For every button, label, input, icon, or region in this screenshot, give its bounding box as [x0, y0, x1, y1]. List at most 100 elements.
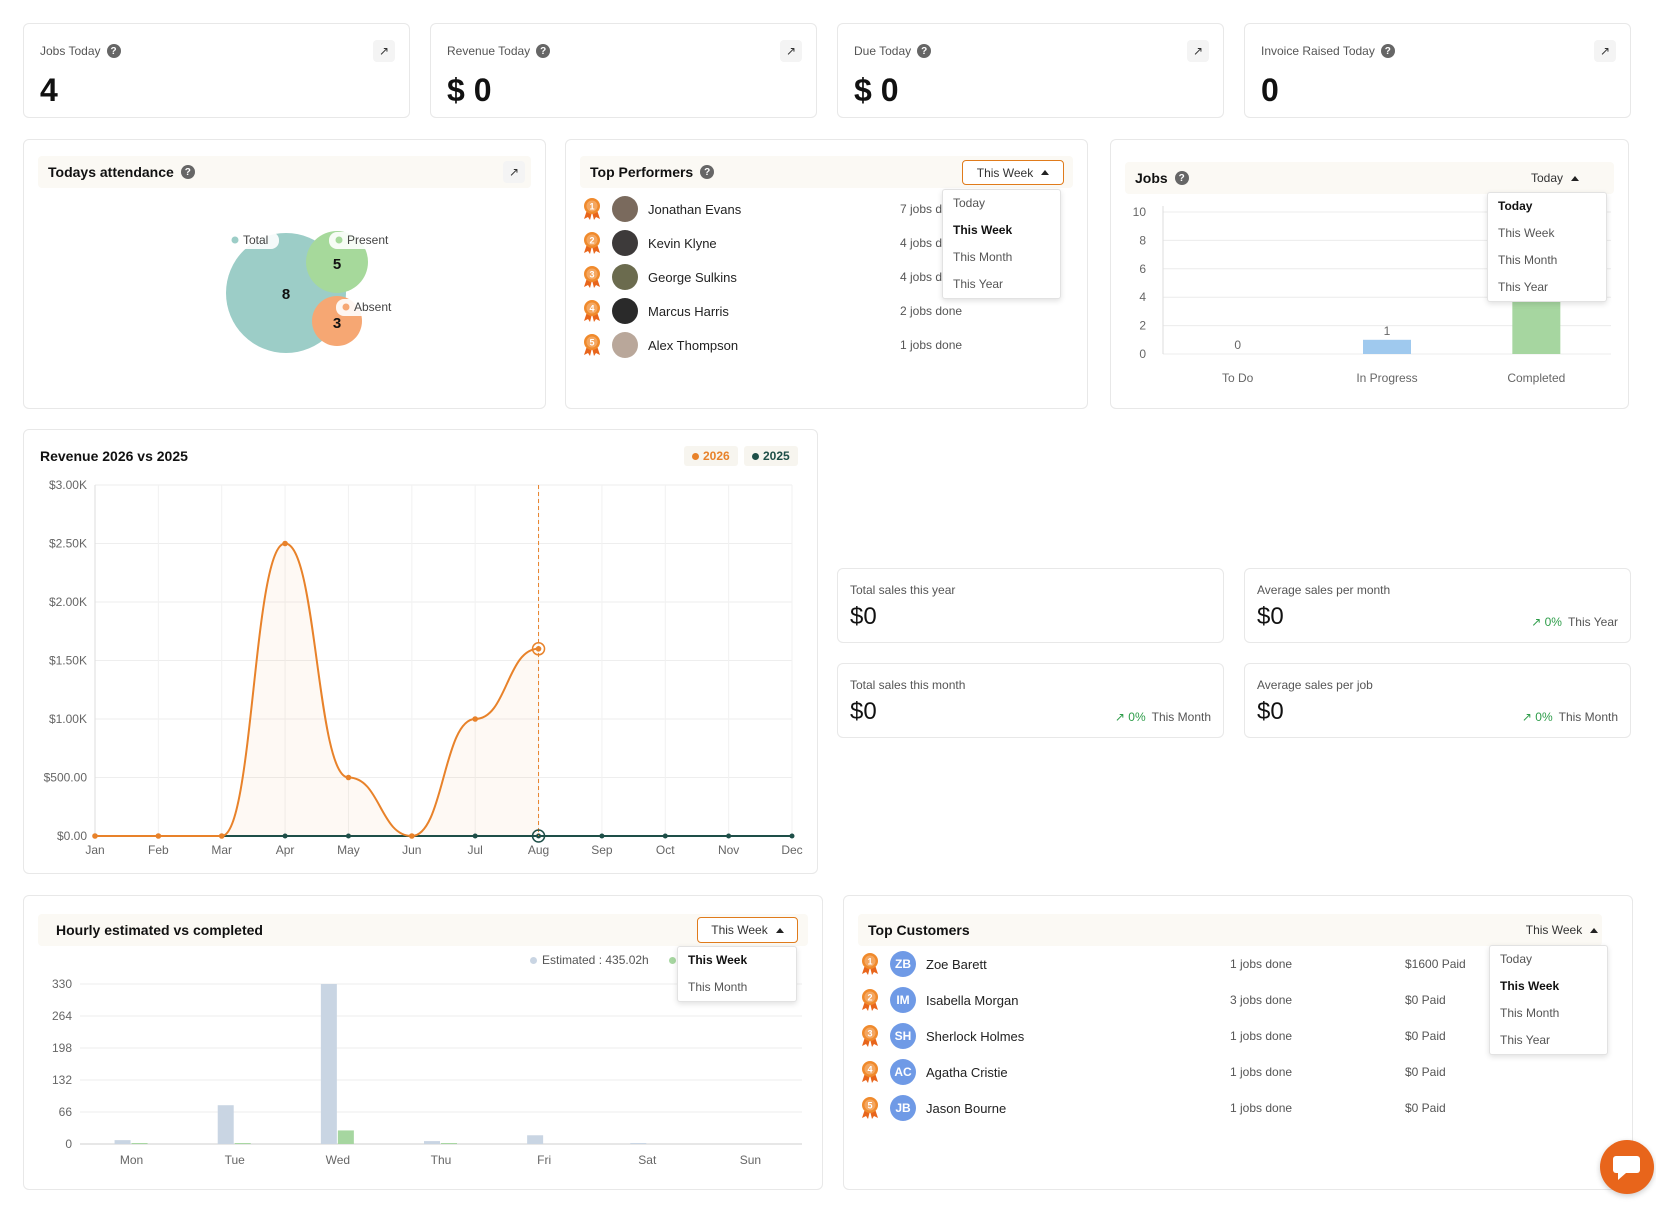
help-icon[interactable]: ?	[180, 165, 195, 179]
sales-label: Average sales per month	[1257, 583, 1391, 597]
x-tick-label: Sep	[591, 843, 613, 857]
point-2026[interactable]	[218, 833, 225, 839]
open-arrow-icon[interactable]: ↗	[780, 40, 802, 62]
menu-item-today[interactable]: Today	[1500, 952, 1533, 966]
stat-card-jobs-today: Jobs Today? 4 ↗	[23, 23, 410, 118]
point-2025[interactable]	[345, 833, 351, 839]
help-icon[interactable]: ?	[106, 44, 121, 58]
point-2025[interactable]	[472, 833, 478, 839]
x-tick-label: Oct	[656, 843, 675, 857]
point-2025[interactable]	[662, 833, 668, 839]
bar-in-progress[interactable]	[1363, 339, 1411, 354]
performer-row[interactable]: 4 Marcus Harris 2 jobs done	[582, 296, 1071, 326]
x-tick-label: Mon	[120, 1153, 143, 1167]
open-arrow-icon[interactable]: ↗	[373, 40, 395, 62]
x-tick-label: Mar	[211, 843, 232, 857]
point-2026[interactable]	[282, 540, 288, 547]
customer-row[interactable]: 2 IM Isabella Morgan 3 jobs done $0 Paid	[860, 985, 1616, 1015]
menu-item-this-year[interactable]: This Year	[1498, 280, 1549, 294]
customer-row[interactable]: 1 ZB Zoe Barett 1 jobs done $1600 Paid	[860, 949, 1616, 979]
menu-item-this-week[interactable]: This Week	[688, 953, 748, 967]
menu-item-this-month[interactable]: This Month	[688, 980, 748, 994]
legend-2026[interactable]: 2026	[684, 446, 738, 466]
bar-estimated[interactable]	[630, 1143, 647, 1144]
menu-item-today[interactable]: Today	[1498, 199, 1533, 213]
open-arrow-icon[interactable]: ↗	[503, 161, 525, 183]
point-2026[interactable]	[92, 833, 98, 839]
bar-estimated[interactable]	[424, 1141, 440, 1144]
svg-text:3: 3	[867, 1029, 872, 1039]
chat-launcher-button[interactable]	[1600, 1140, 1654, 1194]
x-tick-label: Thu	[431, 1153, 452, 1167]
customer-row[interactable]: 4 AC Agatha Cristie 1 jobs done $0 Paid	[860, 1057, 1616, 1087]
bar-completed[interactable]	[337, 1130, 354, 1144]
bar-completed[interactable]	[441, 1143, 457, 1144]
point-2025[interactable]	[789, 833, 795, 839]
help-icon[interactable]: ?	[1174, 171, 1189, 185]
menu-item-this-month[interactable]: This Month	[1500, 1006, 1560, 1020]
menu-item-this-month[interactable]: This Month	[953, 250, 1013, 264]
dropdown-selected-label: This Week	[1525, 923, 1583, 937]
rank-medal-icon: 4	[582, 299, 602, 323]
y-tick-label: $0.00	[57, 829, 87, 843]
hourly-header: Hourly estimated vs completed	[38, 914, 808, 946]
svg-text:4: 4	[867, 1065, 872, 1075]
open-arrow-icon[interactable]: ↗	[1594, 40, 1616, 62]
legend-total: Total	[243, 233, 268, 247]
customers-period-dropdown[interactable]: This Week	[1511, 917, 1613, 943]
bar-estimated[interactable]	[320, 984, 337, 1144]
menu-item-this-week[interactable]: This Week	[1500, 979, 1560, 993]
customer-row[interactable]: 3 SH Sherlock Holmes 1 jobs done $0 Paid	[860, 1021, 1616, 1051]
customer-jobs: 1 jobs done	[1230, 957, 1293, 971]
performer-name: Marcus Harris	[648, 303, 729, 319]
jobs-title: Jobs	[1135, 170, 1168, 186]
open-arrow-icon[interactable]: ↗	[1187, 40, 1209, 62]
series-2026-area	[95, 543, 539, 836]
menu-item-this-year[interactable]: This Year	[1500, 1033, 1551, 1047]
bar-estimated[interactable]	[527, 1135, 544, 1144]
help-icon[interactable]: ?	[1380, 44, 1395, 58]
point-2025[interactable]	[282, 833, 288, 839]
point-2026[interactable]	[345, 774, 352, 781]
sales-label: Total sales this month	[850, 678, 966, 692]
bar-completed[interactable]	[131, 1143, 148, 1144]
dropdown-selected-label: This Week	[976, 165, 1034, 180]
menu-item-this-week[interactable]: This Week	[953, 223, 1013, 237]
legend-present: Present	[347, 233, 389, 247]
bar-estimated[interactable]	[217, 1105, 234, 1144]
point-2026[interactable]	[472, 716, 478, 722]
legend-estimated[interactable]: Estimated : 435.02h	[530, 953, 649, 967]
rank-medal-icon: 4	[860, 1060, 880, 1084]
x-tick-label: Dec	[781, 843, 802, 857]
help-icon[interactable]: ?	[536, 44, 551, 58]
bar-completed[interactable]	[234, 1143, 251, 1144]
hourly-period-dropdown[interactable]: This Week	[697, 917, 798, 943]
sales-change: ↗ 0% This Month	[1521, 710, 1618, 724]
help-icon[interactable]: ?	[700, 165, 715, 179]
y-tick-label: 264	[52, 1009, 72, 1023]
top-customers-card: Top Customers This Week 1 ZB Zoe Barett 1 j…	[843, 895, 1633, 1190]
performer-row[interactable]: 5 Alex Thompson 1 jobs done	[582, 330, 1071, 360]
point-2026[interactable]	[409, 833, 415, 839]
x-tick-label: In Progress	[1356, 371, 1417, 385]
caret-up-icon	[775, 927, 784, 933]
point-2026[interactable]	[155, 833, 162, 839]
jobs-period-dropdown[interactable]: Today	[1504, 166, 1606, 190]
series-2026-line[interactable]	[95, 542, 539, 838]
point-2025[interactable]	[726, 833, 732, 839]
attendance-title: Todays attendance	[48, 164, 174, 180]
y-tick-label: 4	[1139, 290, 1146, 304]
menu-item-today[interactable]: Today	[953, 196, 986, 210]
point-2025[interactable]	[599, 833, 605, 839]
menu-item-this-month[interactable]: This Month	[1498, 253, 1558, 267]
bar-completed[interactable]	[1512, 297, 1561, 354]
performers-period-dropdown[interactable]: This Week	[962, 160, 1064, 185]
bar-estimated[interactable]	[114, 1140, 131, 1144]
menu-item-this-year[interactable]: This Year	[953, 277, 1004, 291]
help-icon[interactable]: ?	[917, 44, 932, 58]
rank-medal-icon: 5	[860, 1096, 880, 1120]
customer-row[interactable]: 5 JB Jason Bourne 1 jobs done $0 Paid	[860, 1093, 1616, 1123]
legend-2025[interactable]: 2025	[744, 446, 798, 466]
menu-item-this-week[interactable]: This Week	[1498, 226, 1555, 240]
stat-value: 4	[40, 72, 58, 108]
